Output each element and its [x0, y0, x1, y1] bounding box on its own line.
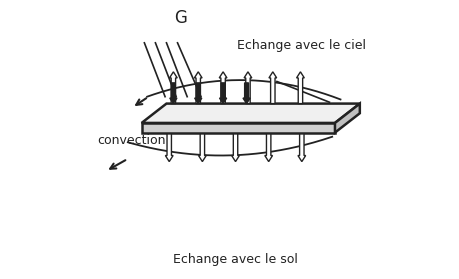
FancyArrow shape	[169, 83, 177, 104]
FancyArrow shape	[269, 72, 276, 104]
FancyArrow shape	[297, 134, 305, 162]
Text: G: G	[174, 9, 186, 27]
FancyArrow shape	[264, 134, 272, 162]
FancyArrow shape	[219, 72, 226, 104]
FancyArrow shape	[194, 83, 202, 104]
Polygon shape	[141, 104, 359, 123]
FancyArrow shape	[165, 134, 173, 162]
FancyArrow shape	[244, 72, 251, 104]
Text: Echange avec le sol: Echange avec le sol	[173, 253, 297, 266]
FancyArrow shape	[169, 72, 177, 104]
FancyArrow shape	[296, 72, 304, 104]
FancyArrow shape	[219, 83, 226, 104]
Text: convection: convection	[97, 134, 166, 147]
Text: Echange avec le ciel: Echange avec le ciel	[237, 39, 365, 52]
FancyArrow shape	[194, 72, 202, 104]
FancyArrow shape	[242, 83, 250, 104]
FancyArrow shape	[198, 134, 206, 162]
FancyArrow shape	[231, 134, 239, 162]
Polygon shape	[334, 104, 359, 133]
Polygon shape	[141, 123, 334, 133]
